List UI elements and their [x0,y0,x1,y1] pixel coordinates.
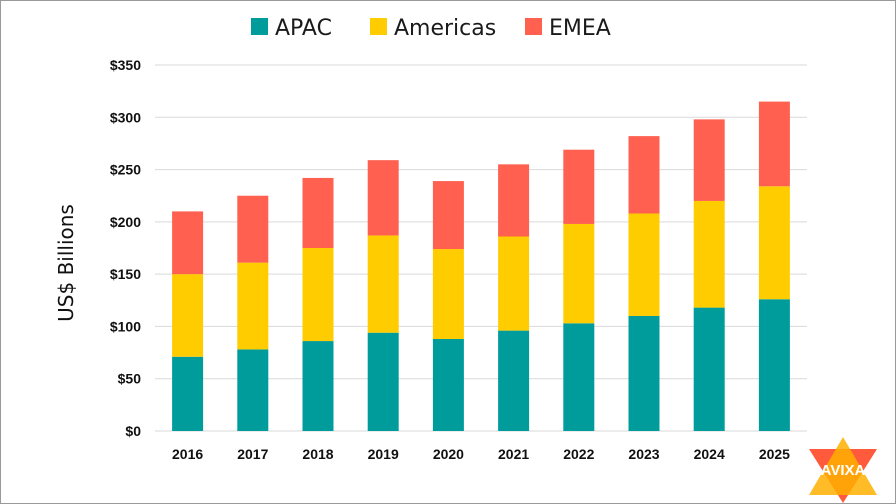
y-tick-labels: $0 $50 $100 $150 $200 $250 $300 $350 [110,57,141,439]
legend-label-apac: APAC [275,16,332,41]
y-tick-label: $250 [110,162,141,178]
bar-americas-2021 [498,236,530,331]
bar-emea-2017 [237,195,269,263]
bar-americas-2022 [563,223,595,324]
legend: APAC Americas EMEA [251,16,611,41]
y-tick-label: $0 [125,423,141,439]
x-tick-label: 2019 [368,446,399,462]
legend-label-americas: Americas [394,16,496,41]
bar-americas-2016 [172,274,204,357]
logo-star-shape-inner [809,437,877,495]
y-tick-label: $150 [110,266,141,282]
bar-apac-2024 [693,307,725,431]
x-tick-label: 2016 [172,446,203,462]
bar-emea-2016 [172,211,204,275]
bar-apac-2022 [563,323,595,431]
y-tick-label: $100 [110,318,141,334]
legend-swatch-emea [525,18,542,35]
y-tick-label: $50 [118,371,142,387]
legend-swatch-americas [370,18,387,35]
x-tick-label: 2017 [237,446,268,462]
bar-emea-2020 [432,181,464,250]
logo-text: AVIXA [821,462,866,479]
x-tick-labels: 2016 2017 2018 2019 2020 2021 2022 2023 2024 2025 [172,446,790,462]
x-tick-label: 2023 [628,446,659,462]
y-tick-label: $350 [110,57,141,73]
bar-americas-2025 [758,186,790,300]
bar-emea-2025 [758,101,790,187]
bar-apac-2023 [628,315,660,431]
bar-americas-2019 [367,235,399,333]
y-axis-label: US$ Billions [54,204,78,322]
bar-emea-2023 [628,136,660,214]
bar-americas-2023 [628,213,660,316]
x-tick-label: 2020 [433,446,464,462]
x-tick-label: 2024 [694,446,725,462]
bar-apac-2016 [172,356,204,431]
bar-apac-2025 [758,299,790,431]
bar-emea-2024 [693,119,725,201]
bars [172,101,790,431]
bar-emea-2018 [302,177,334,248]
bar-emea-2019 [367,160,399,236]
bar-apac-2021 [498,330,530,431]
avixa-logo: AVIXA [809,437,877,503]
bar-emea-2021 [498,164,530,237]
x-tick-label: 2022 [563,446,594,462]
y-tick-label: $300 [110,109,141,125]
bar-apac-2019 [367,332,399,431]
y-tick-label: $200 [110,214,141,230]
bar-americas-2024 [693,200,725,308]
bar-apac-2018 [302,341,334,431]
bar-emea-2022 [563,149,595,224]
bar-apac-2017 [237,349,269,431]
bar-apac-2020 [432,338,464,431]
bar-americas-2017 [237,262,269,350]
bar-americas-2020 [432,249,464,339]
legend-swatch-apac [251,18,268,35]
legend-label-emea: EMEA [549,16,611,41]
x-tick-label: 2025 [759,446,790,462]
bar-americas-2018 [302,248,334,342]
x-tick-label: 2021 [498,446,529,462]
x-tick-label: 2018 [302,446,333,462]
